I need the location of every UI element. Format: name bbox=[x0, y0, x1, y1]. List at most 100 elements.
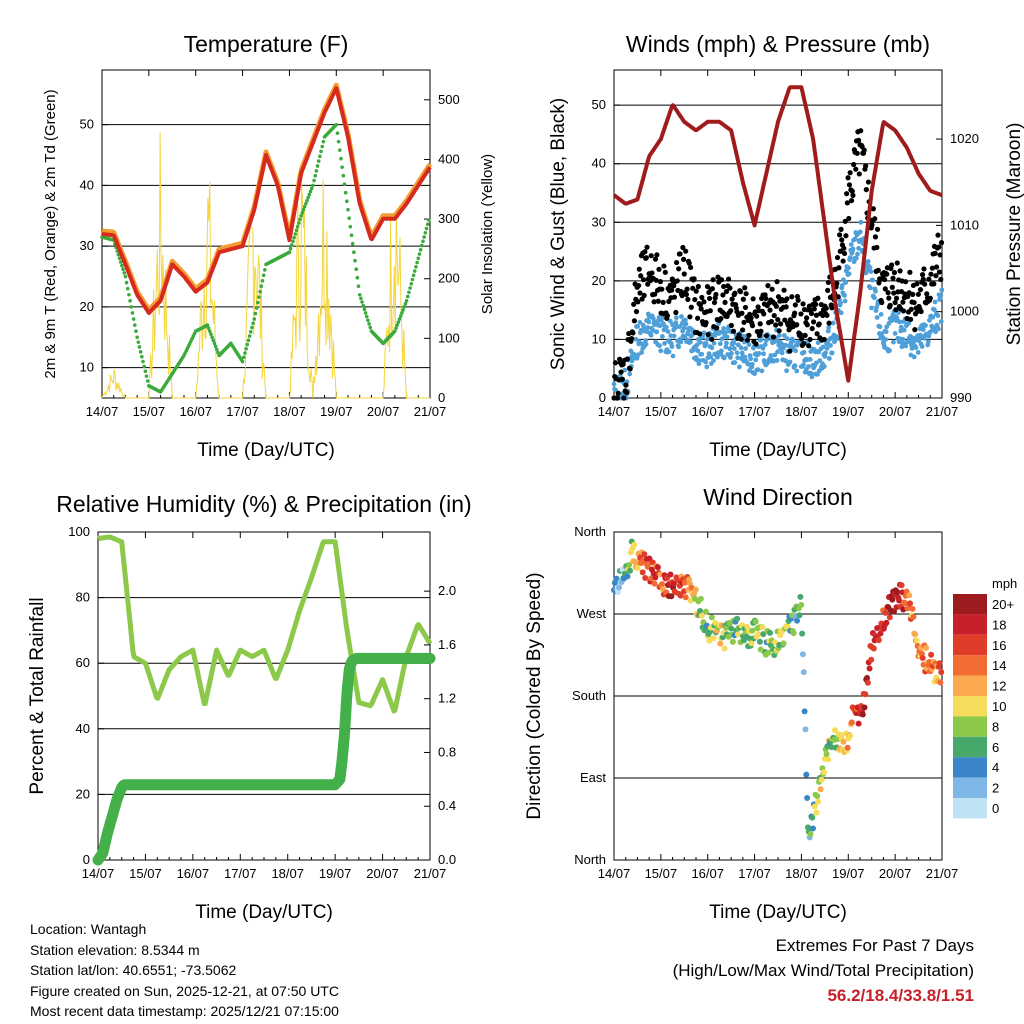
wind-point bbox=[759, 368, 765, 374]
gust-point bbox=[834, 254, 841, 261]
direction-point bbox=[848, 719, 855, 726]
gust-point bbox=[821, 336, 827, 343]
dewpoint-point bbox=[398, 314, 403, 318]
x-tick-label: 21/07 bbox=[926, 866, 959, 881]
y2-tick-label: 2.0 bbox=[438, 583, 456, 598]
wind-point bbox=[724, 340, 729, 346]
wind-point bbox=[776, 333, 782, 338]
dewpoint-point bbox=[396, 320, 401, 324]
wind-point bbox=[821, 364, 827, 369]
gust-point bbox=[686, 260, 692, 266]
gust-point bbox=[690, 285, 696, 291]
gust-point bbox=[889, 284, 895, 290]
wind-point bbox=[724, 334, 730, 340]
wind-point bbox=[930, 314, 936, 320]
direction-point bbox=[831, 727, 838, 734]
t2m-line bbox=[100, 86, 432, 315]
y-axis-label: Sonic Wind & Gust (Blue, Black) bbox=[548, 98, 569, 370]
gust-point bbox=[754, 313, 760, 319]
dewpoint-point bbox=[356, 284, 361, 289]
direction-point bbox=[864, 674, 871, 681]
dewpoint-point bbox=[367, 322, 371, 326]
wind-point bbox=[883, 337, 888, 342]
gust-point bbox=[640, 277, 647, 283]
legend-label: 8 bbox=[992, 719, 999, 734]
y-tick-label: 30 bbox=[80, 238, 94, 253]
dewpoint-point bbox=[405, 294, 410, 299]
gust-point bbox=[775, 316, 781, 323]
wind-point bbox=[858, 219, 864, 225]
wind-point bbox=[775, 349, 781, 355]
direction-point bbox=[677, 592, 684, 599]
x-tick-label: 18/07 bbox=[785, 866, 818, 881]
gust-point bbox=[891, 269, 898, 276]
x-tick-label: 15/07 bbox=[133, 404, 166, 419]
gust-point bbox=[882, 276, 888, 283]
wind-point bbox=[763, 337, 769, 343]
gust-point bbox=[863, 163, 869, 169]
wind-point bbox=[820, 344, 826, 350]
direction-point bbox=[815, 798, 822, 805]
wind-point bbox=[646, 319, 652, 325]
dewpoint-point bbox=[244, 347, 248, 351]
gust-point bbox=[846, 182, 853, 188]
y-tick-label: South bbox=[572, 688, 606, 703]
dewpoint-point bbox=[316, 159, 321, 163]
gust-point bbox=[730, 328, 737, 334]
gust-point bbox=[633, 308, 640, 315]
gust-point bbox=[838, 226, 844, 232]
direction-point bbox=[896, 597, 903, 604]
wind-point bbox=[935, 313, 941, 318]
x-tick-label: 20/07 bbox=[366, 866, 399, 881]
wind-point bbox=[746, 342, 752, 347]
x-tick-label: 18/07 bbox=[273, 404, 306, 419]
dewpoint-point bbox=[127, 292, 131, 297]
wind-point bbox=[643, 338, 648, 343]
direction-point bbox=[797, 593, 804, 600]
x-tick-label: 21/07 bbox=[926, 404, 959, 419]
gust-point bbox=[885, 290, 891, 296]
dewpoint-point bbox=[409, 282, 414, 286]
dewpoint-point bbox=[335, 131, 340, 135]
gust-point bbox=[792, 310, 798, 316]
gust-point bbox=[900, 308, 907, 314]
gust-point bbox=[884, 271, 890, 277]
wind-point bbox=[711, 340, 717, 346]
dewpoint-point bbox=[354, 267, 359, 272]
direction-point bbox=[697, 595, 704, 602]
direction-point bbox=[790, 630, 797, 637]
gust-point bbox=[921, 266, 927, 272]
gust-point bbox=[763, 333, 770, 339]
rh-line bbox=[96, 534, 433, 714]
direction-point bbox=[615, 589, 622, 596]
gust-point bbox=[624, 356, 630, 362]
gust-point bbox=[908, 306, 914, 312]
wind-point bbox=[852, 236, 858, 242]
gust-point bbox=[776, 328, 782, 334]
wind-point bbox=[867, 265, 873, 270]
gust-point bbox=[674, 278, 680, 284]
gust-point bbox=[729, 296, 735, 302]
direction-point bbox=[907, 600, 914, 607]
x-tick-label: 17/07 bbox=[226, 404, 259, 419]
dewpoint-point bbox=[319, 149, 323, 154]
gust-point bbox=[655, 298, 661, 304]
gust-point bbox=[775, 294, 782, 300]
dewpoint-point bbox=[250, 325, 254, 330]
gust-point bbox=[872, 216, 878, 222]
gust-point bbox=[933, 273, 939, 279]
gust-point bbox=[677, 251, 683, 257]
gust-point bbox=[659, 286, 665, 292]
legend-swatch bbox=[953, 614, 987, 635]
gust-point bbox=[889, 262, 895, 268]
dewpoint-point bbox=[295, 224, 300, 229]
gust-point bbox=[656, 266, 662, 272]
x-tick-label: 15/07 bbox=[645, 404, 678, 419]
gust-point bbox=[829, 305, 835, 311]
gust-point bbox=[718, 277, 725, 283]
gust-point bbox=[738, 336, 744, 342]
wind-point bbox=[695, 348, 701, 354]
y-tick-label: North bbox=[574, 852, 606, 867]
gust-point bbox=[808, 310, 815, 317]
direction-point bbox=[866, 665, 873, 672]
